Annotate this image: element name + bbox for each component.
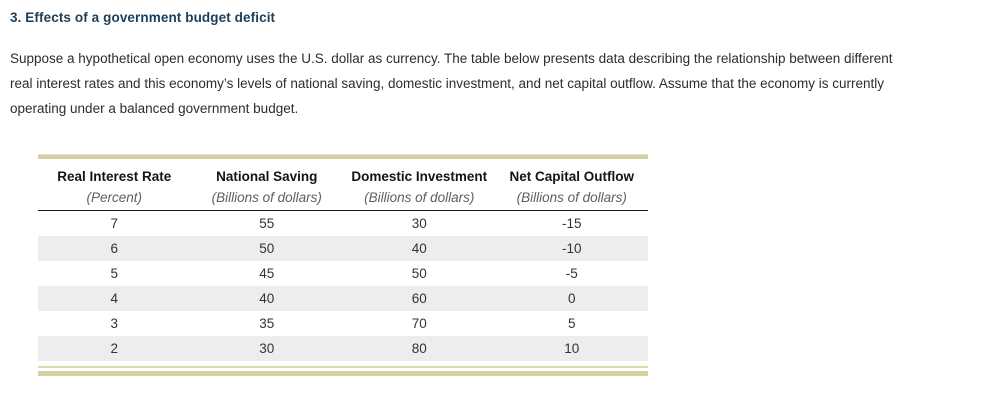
table-header-subtitle: (Percent) [86, 190, 143, 205]
table-cell: 40 [411, 241, 427, 256]
table-cell: -10 [561, 241, 582, 256]
table-cell: -5 [565, 266, 578, 281]
table-header-cell: (Billions of dollars) [343, 188, 496, 208]
table-header-title: National Saving [216, 169, 318, 184]
intro-line: Suppose a hypothetical open economy uses… [10, 51, 893, 66]
table-cell: 6 [110, 241, 118, 256]
table-header-title: Domestic Investment [351, 169, 488, 184]
table-bottom-rule-gap [38, 368, 648, 371]
table-cell: -15 [561, 216, 582, 231]
table-bottom-thin-rule [38, 366, 648, 368]
table-header-cell: (Percent) [38, 188, 191, 208]
table-body: 7 55 30 -15 6 50 40 -10 5 45 50 -5 4 40 … [38, 211, 648, 361]
table-top-rule [38, 154, 648, 159]
table-cell: 60 [411, 291, 427, 306]
table-header-cell: (Billions of dollars) [496, 188, 649, 208]
table-cell: 40 [259, 291, 275, 306]
table-cell: 3 [110, 316, 118, 331]
table-cell: 7 [110, 216, 118, 231]
table-bottom-spacer [38, 361, 648, 366]
table-header-title: Net Capital Outflow [509, 169, 635, 184]
table-row: 3 35 70 5 [38, 311, 648, 336]
table-cell: 2 [110, 341, 118, 356]
table-header-subtitle: (Billions of dollars) [211, 190, 322, 205]
data-table: Real Interest Rate National Saving Domes… [38, 154, 648, 376]
table-header-cell: (Billions of dollars) [191, 188, 344, 208]
table-header-cell: Net Capital Outflow [496, 166, 649, 188]
table-cell: 10 [564, 341, 580, 356]
table-header-cell: National Saving [191, 166, 344, 188]
table-cell: 70 [411, 316, 427, 331]
table-cell: 30 [411, 216, 427, 231]
table-row: 4 40 60 0 [38, 286, 648, 311]
table-header-subtitle: (Billions of dollars) [364, 190, 475, 205]
table-header-cell: Domestic Investment [343, 166, 496, 188]
page-title: 3. Effects of a government budget defici… [10, 10, 276, 25]
intro-line: real interest rates and this economy’s l… [10, 76, 884, 91]
intro-line: operating under a balanced government bu… [10, 101, 299, 116]
table-cell: 5 [110, 266, 118, 281]
table-cell: 50 [259, 241, 275, 256]
table-cell: 45 [259, 266, 275, 281]
table-row: 6 50 40 -10 [38, 236, 648, 261]
table-header-subtitle: (Billions of dollars) [516, 190, 627, 205]
table-row: 5 45 50 -5 [38, 261, 648, 286]
table-bottom-thick-rule [38, 371, 648, 376]
table-cell: 0 [567, 291, 576, 306]
table-cell: 80 [411, 341, 427, 356]
table-cell: 4 [110, 291, 118, 306]
table-row: 7 55 30 -15 [38, 211, 648, 236]
intro-paragraph: Suppose a hypothetical open economy uses… [10, 46, 893, 121]
table-header-title-row: Real Interest Rate National Saving Domes… [38, 166, 648, 188]
table-header-title: Real Interest Rate [57, 169, 172, 184]
table-header-subtitle-row: (Percent) (Billions of dollars) (Billion… [38, 188, 648, 208]
table-cell: 50 [411, 266, 427, 281]
table-header-cell: Real Interest Rate [38, 166, 191, 188]
table-cell: 5 [567, 316, 576, 331]
table-cell: 30 [259, 341, 275, 356]
table-cell: 35 [259, 316, 275, 331]
table-cell: 55 [259, 216, 275, 231]
table-header: Real Interest Rate National Saving Domes… [38, 159, 648, 211]
table-row: 2 30 80 10 [38, 336, 648, 361]
